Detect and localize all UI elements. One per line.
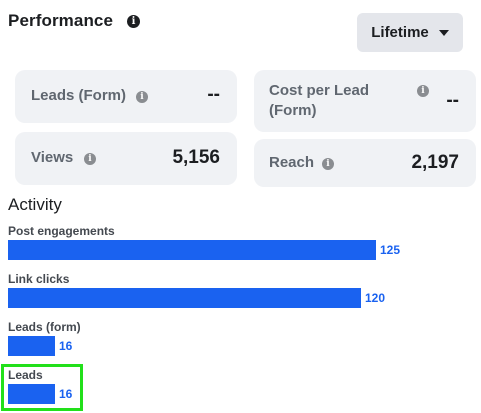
activity-bar-post-engagements[interactable]	[8, 240, 376, 260]
performance-header: Performance i	[8, 11, 141, 31]
activity-bar-leads-form[interactable]	[8, 336, 55, 356]
activity-bar-link-clicks[interactable]	[8, 288, 361, 308]
info-icon[interactable]: i	[127, 15, 141, 28]
cost-per-lead-value: --	[446, 90, 459, 111]
activity-value-leads-form: 16	[59, 339, 73, 353]
reach-label: Reach	[269, 154, 315, 171]
activity-value-leads: 16	[59, 387, 73, 401]
info-icon[interactable]: i	[322, 158, 334, 170]
cost-per-lead-card: Cost per Lead (Form) i --	[254, 70, 476, 132]
cost-per-lead-label-line2: (Form)	[269, 102, 317, 119]
views-card: Views i 5,156	[15, 132, 237, 185]
activity-bar-leads[interactable]	[8, 384, 55, 404]
reach-card: Reach i 2,197	[254, 139, 476, 187]
leads-form-card: Leads (Form) i --	[15, 70, 237, 123]
activity-label-post-engagements: Post engagements	[8, 224, 115, 238]
info-icon[interactable]: i	[136, 91, 148, 103]
reach-value: 2,197	[411, 152, 459, 173]
views-value: 5,156	[172, 147, 220, 168]
activity-label-leads-form: Leads (form)	[8, 320, 81, 334]
activity-value-post-engagements: 125	[380, 243, 401, 257]
leads-form-label: Leads (Form)	[31, 87, 127, 104]
date-range-dropdown[interactable]: Lifetime	[357, 13, 463, 52]
info-icon[interactable]: i	[417, 85, 429, 97]
activity-title: Activity	[8, 195, 62, 214]
cost-per-lead-label: Cost per Lead (Form)	[269, 81, 369, 121]
activity-value-link-clicks: 120	[365, 291, 386, 305]
page-title: Performance	[8, 11, 114, 30]
cost-per-lead-label-line1: Cost per Lead	[269, 82, 370, 99]
activity-label-link-clicks: Link clicks	[8, 272, 70, 286]
date-range-value: Lifetime	[371, 24, 429, 41]
leads-form-value: --	[207, 84, 220, 105]
caret-down-icon	[438, 29, 449, 36]
activity-label-leads: Leads	[8, 368, 43, 382]
highlight-box	[1, 364, 83, 411]
info-icon[interactable]: i	[84, 153, 96, 165]
views-label: Views	[31, 149, 74, 166]
